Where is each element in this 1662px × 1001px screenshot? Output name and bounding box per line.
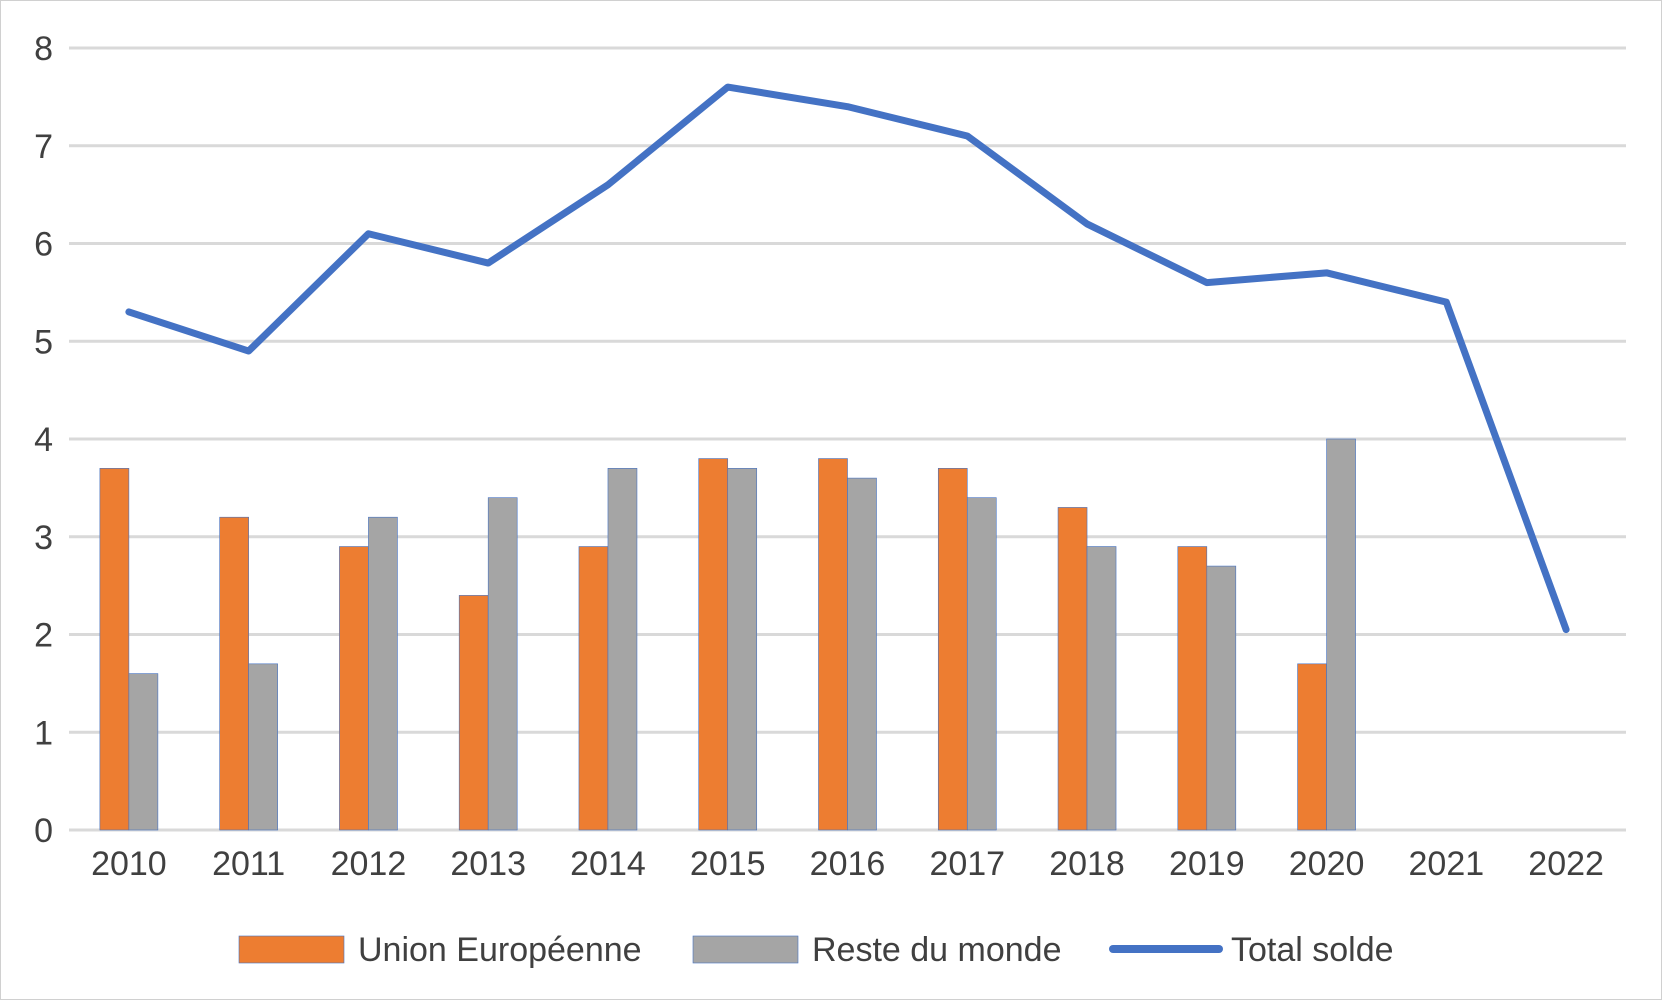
x-tick-label: 2016 bbox=[810, 845, 886, 883]
bar bbox=[579, 547, 608, 830]
bar bbox=[100, 468, 129, 830]
bar bbox=[728, 468, 757, 830]
bar bbox=[1298, 664, 1327, 830]
bar bbox=[459, 595, 488, 830]
bar bbox=[220, 517, 249, 830]
x-tick-label: 2010 bbox=[91, 845, 167, 883]
x-tick-label: 2021 bbox=[1409, 845, 1485, 883]
y-tick-label: 1 bbox=[34, 714, 53, 752]
bar bbox=[1058, 507, 1087, 830]
x-tick-label: 2014 bbox=[570, 845, 646, 883]
y-axis: 0 1 2 3 4 5 6 7 8 bbox=[34, 30, 53, 850]
x-tick-label: 2012 bbox=[331, 845, 407, 883]
bar bbox=[699, 459, 728, 830]
legend-swatch bbox=[239, 936, 344, 963]
bar bbox=[488, 498, 517, 830]
y-tick-label: 8 bbox=[34, 30, 53, 68]
legend-label: Total solde bbox=[1231, 931, 1394, 969]
legend-label: Reste du monde bbox=[812, 931, 1062, 969]
y-tick-label: 2 bbox=[34, 617, 53, 655]
bar bbox=[1087, 547, 1116, 830]
y-tick-label: 6 bbox=[34, 226, 53, 264]
x-tick-label: 2018 bbox=[1049, 845, 1125, 883]
bar bbox=[249, 664, 278, 830]
bar bbox=[368, 517, 397, 830]
x-tick-label: 2015 bbox=[690, 845, 766, 883]
bar bbox=[1207, 566, 1236, 830]
bar bbox=[608, 468, 637, 830]
bar bbox=[339, 547, 368, 830]
bar bbox=[848, 478, 877, 830]
bar bbox=[1327, 439, 1356, 830]
y-tick-label: 4 bbox=[34, 421, 53, 459]
bar bbox=[1178, 547, 1207, 830]
y-tick-label: 7 bbox=[34, 128, 53, 166]
legend-swatch bbox=[693, 936, 798, 963]
legend: Union Européenne Reste du monde Total sold… bbox=[239, 931, 1394, 969]
x-tick-label: 2017 bbox=[929, 845, 1005, 883]
y-tick-label: 3 bbox=[34, 519, 53, 557]
x-tick-label: 2013 bbox=[450, 845, 526, 883]
x-tick-label: 2022 bbox=[1528, 845, 1604, 883]
bar bbox=[129, 674, 158, 830]
legend-label: Union Européenne bbox=[358, 931, 642, 969]
x-tick-label: 2020 bbox=[1289, 845, 1365, 883]
x-axis: 2010 2011 2012 2013 2014 2015 2016 2017 2018 2019… bbox=[91, 845, 1604, 883]
y-tick-label: 5 bbox=[34, 323, 53, 361]
y-tick-label: 0 bbox=[34, 812, 53, 850]
x-tick-label: 2019 bbox=[1169, 845, 1245, 883]
bar bbox=[967, 498, 996, 830]
bar bbox=[819, 459, 848, 830]
x-tick-label: 2011 bbox=[212, 845, 285, 883]
bar bbox=[938, 468, 967, 830]
